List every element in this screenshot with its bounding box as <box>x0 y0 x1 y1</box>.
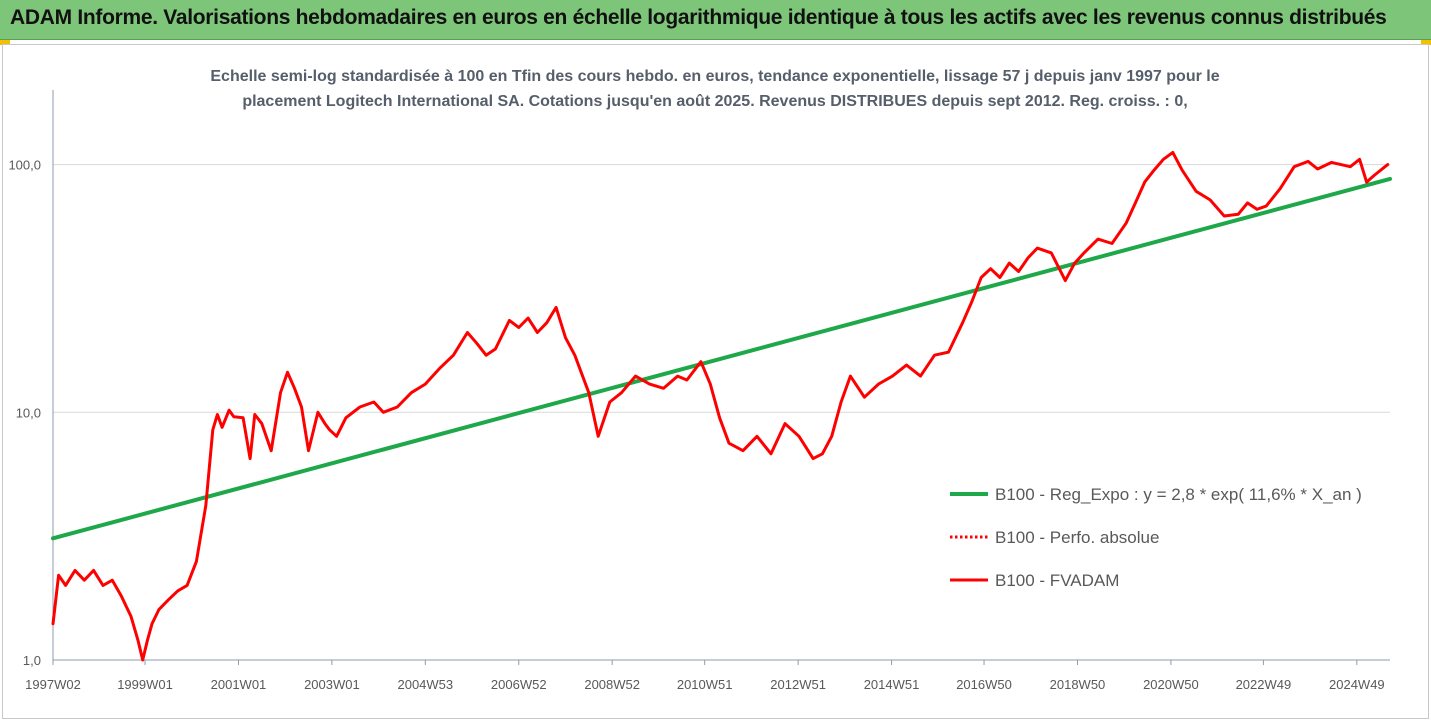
x-tick-label: 2006W52 <box>491 677 547 692</box>
x-tick-label: 2003W01 <box>304 677 360 692</box>
x-tick-label: 2024W49 <box>1329 677 1385 692</box>
x-tick-label: 2022W49 <box>1236 677 1292 692</box>
chart-subtitle: Echelle semi-log standardisée à 100 en T… <box>120 64 1310 114</box>
x-tick-label: 2014W51 <box>864 677 920 692</box>
x-tick-label: 2018W50 <box>1050 677 1106 692</box>
legend: B100 - Reg_Expo : y = 2,8 * exp( 11,6% *… <box>950 485 1362 590</box>
x-tick-label: 1997W02 <box>25 677 81 692</box>
x-tick-label: 2012W51 <box>770 677 826 692</box>
chart-subtitle-line-1: Echelle semi-log standardisée à 100 en T… <box>210 68 1220 85</box>
legend-label-0: B100 - Reg_Expo : y = 2,8 * exp( 11,6% *… <box>995 485 1362 504</box>
y-tick-label: 100,0 <box>8 158 41 173</box>
x-tick-label: 2016W50 <box>956 677 1012 692</box>
corner-marker-left <box>0 40 10 45</box>
chart-frame <box>2 44 1429 719</box>
series-line-2 <box>51 150 1390 662</box>
x-tick-label: 1999W01 <box>117 677 173 692</box>
legend-label-2: B100 - FVADAM <box>995 571 1119 590</box>
legend-label-1: B100 - Perfo. absolue <box>995 528 1159 547</box>
x-tick-label: 2004W53 <box>397 677 453 692</box>
axes: 1,0 10,0 100,0 1997W02 1999W01 2001W01 2003W01… <box>8 90 1390 692</box>
x-tick-label: 2008W52 <box>584 677 640 692</box>
chart-subtitle-line-2: placement Logitech International SA. Cot… <box>242 93 1188 110</box>
series-line-0 <box>51 176 1392 541</box>
series-lines <box>51 150 1392 662</box>
y-tick-label: 1,0 <box>23 653 41 668</box>
x-tick-label: 2020W50 <box>1143 677 1199 692</box>
x-tick-label: 2001W01 <box>211 677 267 692</box>
header-banner: ADAM Informe. Valorisations hebdomadaire… <box>0 0 1431 40</box>
gridlines <box>53 164 1390 413</box>
y-tick-label: 10,0 <box>16 405 41 420</box>
report-title: ADAM Informe. Valorisations hebdomadaire… <box>10 6 1387 29</box>
corner-marker-right <box>1421 40 1431 45</box>
x-tick-label: 2010W51 <box>677 677 733 692</box>
